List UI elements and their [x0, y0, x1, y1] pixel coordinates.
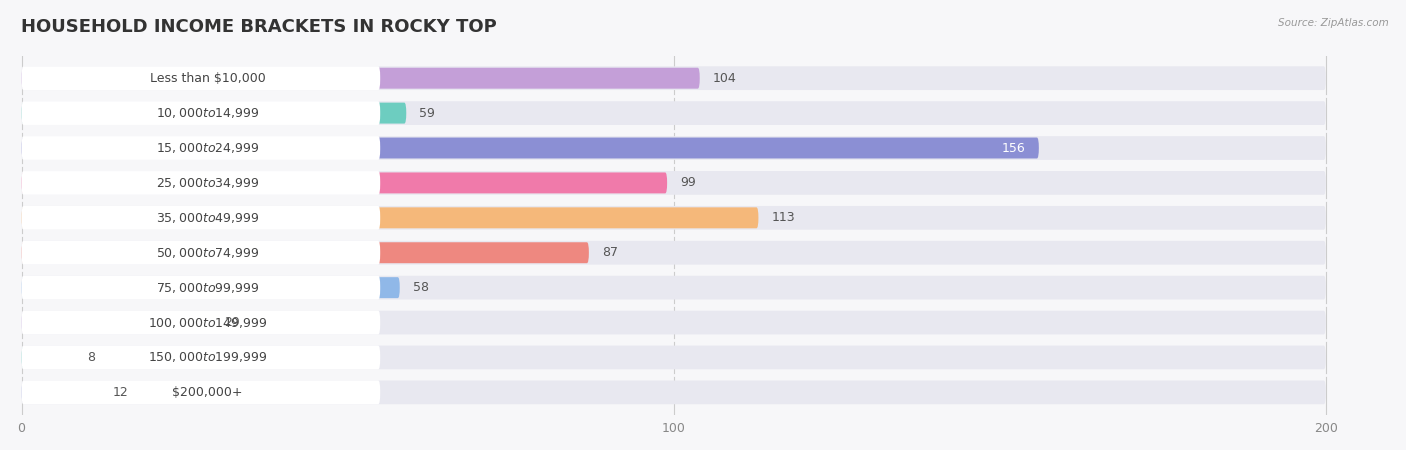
- FancyBboxPatch shape: [21, 171, 1326, 195]
- FancyBboxPatch shape: [21, 207, 758, 228]
- FancyBboxPatch shape: [21, 101, 1326, 125]
- FancyBboxPatch shape: [21, 310, 1326, 334]
- FancyBboxPatch shape: [21, 241, 1326, 265]
- Text: $75,000 to $99,999: $75,000 to $99,999: [156, 281, 259, 295]
- Text: Source: ZipAtlas.com: Source: ZipAtlas.com: [1278, 18, 1389, 28]
- Text: $200,000+: $200,000+: [172, 386, 243, 399]
- Text: $50,000 to $74,999: $50,000 to $74,999: [156, 246, 259, 260]
- FancyBboxPatch shape: [21, 277, 399, 298]
- Text: 59: 59: [419, 107, 436, 120]
- FancyBboxPatch shape: [21, 381, 380, 404]
- FancyBboxPatch shape: [21, 136, 1326, 160]
- FancyBboxPatch shape: [21, 138, 1039, 158]
- FancyBboxPatch shape: [21, 276, 380, 300]
- FancyBboxPatch shape: [21, 241, 380, 265]
- Text: 8: 8: [87, 351, 94, 364]
- FancyBboxPatch shape: [21, 66, 380, 90]
- FancyBboxPatch shape: [21, 382, 100, 403]
- FancyBboxPatch shape: [21, 206, 1326, 230]
- Text: 113: 113: [772, 212, 796, 224]
- FancyBboxPatch shape: [21, 136, 380, 160]
- Text: 104: 104: [713, 72, 737, 85]
- Text: HOUSEHOLD INCOME BRACKETS IN ROCKY TOP: HOUSEHOLD INCOME BRACKETS IN ROCKY TOP: [21, 18, 496, 36]
- FancyBboxPatch shape: [21, 276, 1326, 300]
- FancyBboxPatch shape: [21, 310, 380, 334]
- FancyBboxPatch shape: [21, 381, 1326, 404]
- Text: Less than $10,000: Less than $10,000: [149, 72, 266, 85]
- Text: $25,000 to $34,999: $25,000 to $34,999: [156, 176, 259, 190]
- FancyBboxPatch shape: [21, 101, 380, 125]
- Text: 99: 99: [681, 176, 696, 189]
- FancyBboxPatch shape: [21, 172, 666, 194]
- Text: $150,000 to $199,999: $150,000 to $199,999: [148, 351, 267, 364]
- Text: $100,000 to $149,999: $100,000 to $149,999: [148, 315, 267, 329]
- FancyBboxPatch shape: [21, 242, 589, 263]
- FancyBboxPatch shape: [21, 68, 700, 89]
- FancyBboxPatch shape: [21, 346, 380, 369]
- Text: 87: 87: [602, 246, 617, 259]
- FancyBboxPatch shape: [21, 66, 1326, 90]
- Text: $10,000 to $14,999: $10,000 to $14,999: [156, 106, 259, 120]
- FancyBboxPatch shape: [21, 206, 380, 230]
- Text: 156: 156: [1002, 141, 1026, 154]
- Text: 29: 29: [224, 316, 239, 329]
- FancyBboxPatch shape: [21, 103, 406, 124]
- Text: 58: 58: [413, 281, 429, 294]
- FancyBboxPatch shape: [21, 346, 1326, 369]
- Text: 12: 12: [112, 386, 128, 399]
- FancyBboxPatch shape: [21, 312, 211, 333]
- FancyBboxPatch shape: [21, 171, 380, 195]
- Text: $15,000 to $24,999: $15,000 to $24,999: [156, 141, 259, 155]
- Text: $35,000 to $49,999: $35,000 to $49,999: [156, 211, 259, 225]
- FancyBboxPatch shape: [21, 347, 73, 368]
